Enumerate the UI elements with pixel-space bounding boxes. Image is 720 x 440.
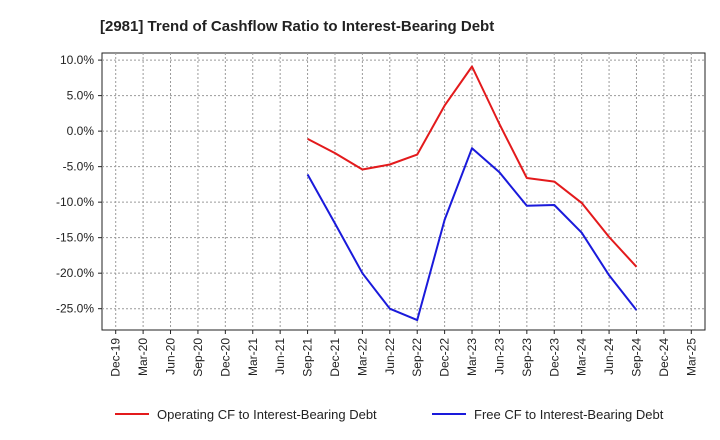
- x-tick-label: Jun-23: [492, 338, 506, 375]
- x-axis: Dec-19 Mar-20 Jun-20 Sep-20 Dec-20 Mar-21 Jun-…: [109, 330, 698, 377]
- x-tick-label: Dec-20: [218, 338, 232, 377]
- x-tick-label: Mar-22: [355, 338, 369, 376]
- grid-lines: [102, 53, 705, 330]
- x-tick-label: Mar-25: [684, 338, 698, 376]
- x-tick-label: Sep-20: [191, 338, 205, 377]
- x-tick-label: Mar-21: [246, 338, 260, 376]
- legend-free-cf-label: Free CF to Interest-Bearing Debt: [474, 407, 664, 422]
- x-tick-label: Jun-22: [383, 338, 397, 375]
- series-lines: [306, 65, 638, 322]
- y-tick-label: 0.0%: [67, 124, 95, 138]
- x-tick-label: Dec-23: [547, 338, 561, 377]
- y-tick-label: -15.0%: [56, 231, 94, 245]
- x-tick-label: Mar-24: [575, 338, 589, 376]
- x-tick-label: Dec-22: [438, 338, 452, 377]
- x-tick-label: Jun-24: [602, 338, 616, 375]
- y-axis: 10.0% 5.0% 0.0% -5.0% -10.0% -15.0% -20.0% -25.…: [56, 53, 102, 316]
- plot-area: [101, 52, 706, 331]
- x-tick-label: Dec-19: [109, 338, 123, 377]
- x-tick-label: Dec-24: [657, 338, 671, 377]
- x-tick-label: Sep-23: [520, 338, 534, 377]
- x-tick-label: Jun-20: [164, 338, 178, 375]
- free-cf-line: [306, 147, 638, 322]
- y-tick-label: -10.0%: [56, 195, 94, 209]
- y-tick-label: -5.0%: [63, 160, 95, 174]
- x-tick-label: Sep-24: [629, 338, 643, 377]
- y-tick-label: -25.0%: [56, 302, 94, 316]
- y-tick-label: 10.0%: [60, 53, 94, 67]
- x-tick-label: Sep-21: [301, 338, 315, 377]
- x-tick-label: Dec-21: [328, 338, 342, 377]
- chart-title: [2981] Trend of Cashflow Ratio to Intere…: [100, 18, 494, 35]
- x-tick-label: Sep-22: [410, 338, 424, 377]
- x-tick-label: Jun-21: [273, 338, 287, 375]
- operating-cf-line: [307, 65, 638, 268]
- y-tick-label: 5.0%: [67, 89, 95, 103]
- x-tick-label: Mar-23: [465, 338, 479, 376]
- legend: Operating CF to Interest-Bearing Debt Fre…: [115, 407, 664, 422]
- y-tick-label: -20.0%: [56, 266, 94, 280]
- x-tick-label: Mar-20: [136, 338, 150, 376]
- legend-operating-cf-label: Operating CF to Interest-Bearing Debt: [157, 407, 377, 422]
